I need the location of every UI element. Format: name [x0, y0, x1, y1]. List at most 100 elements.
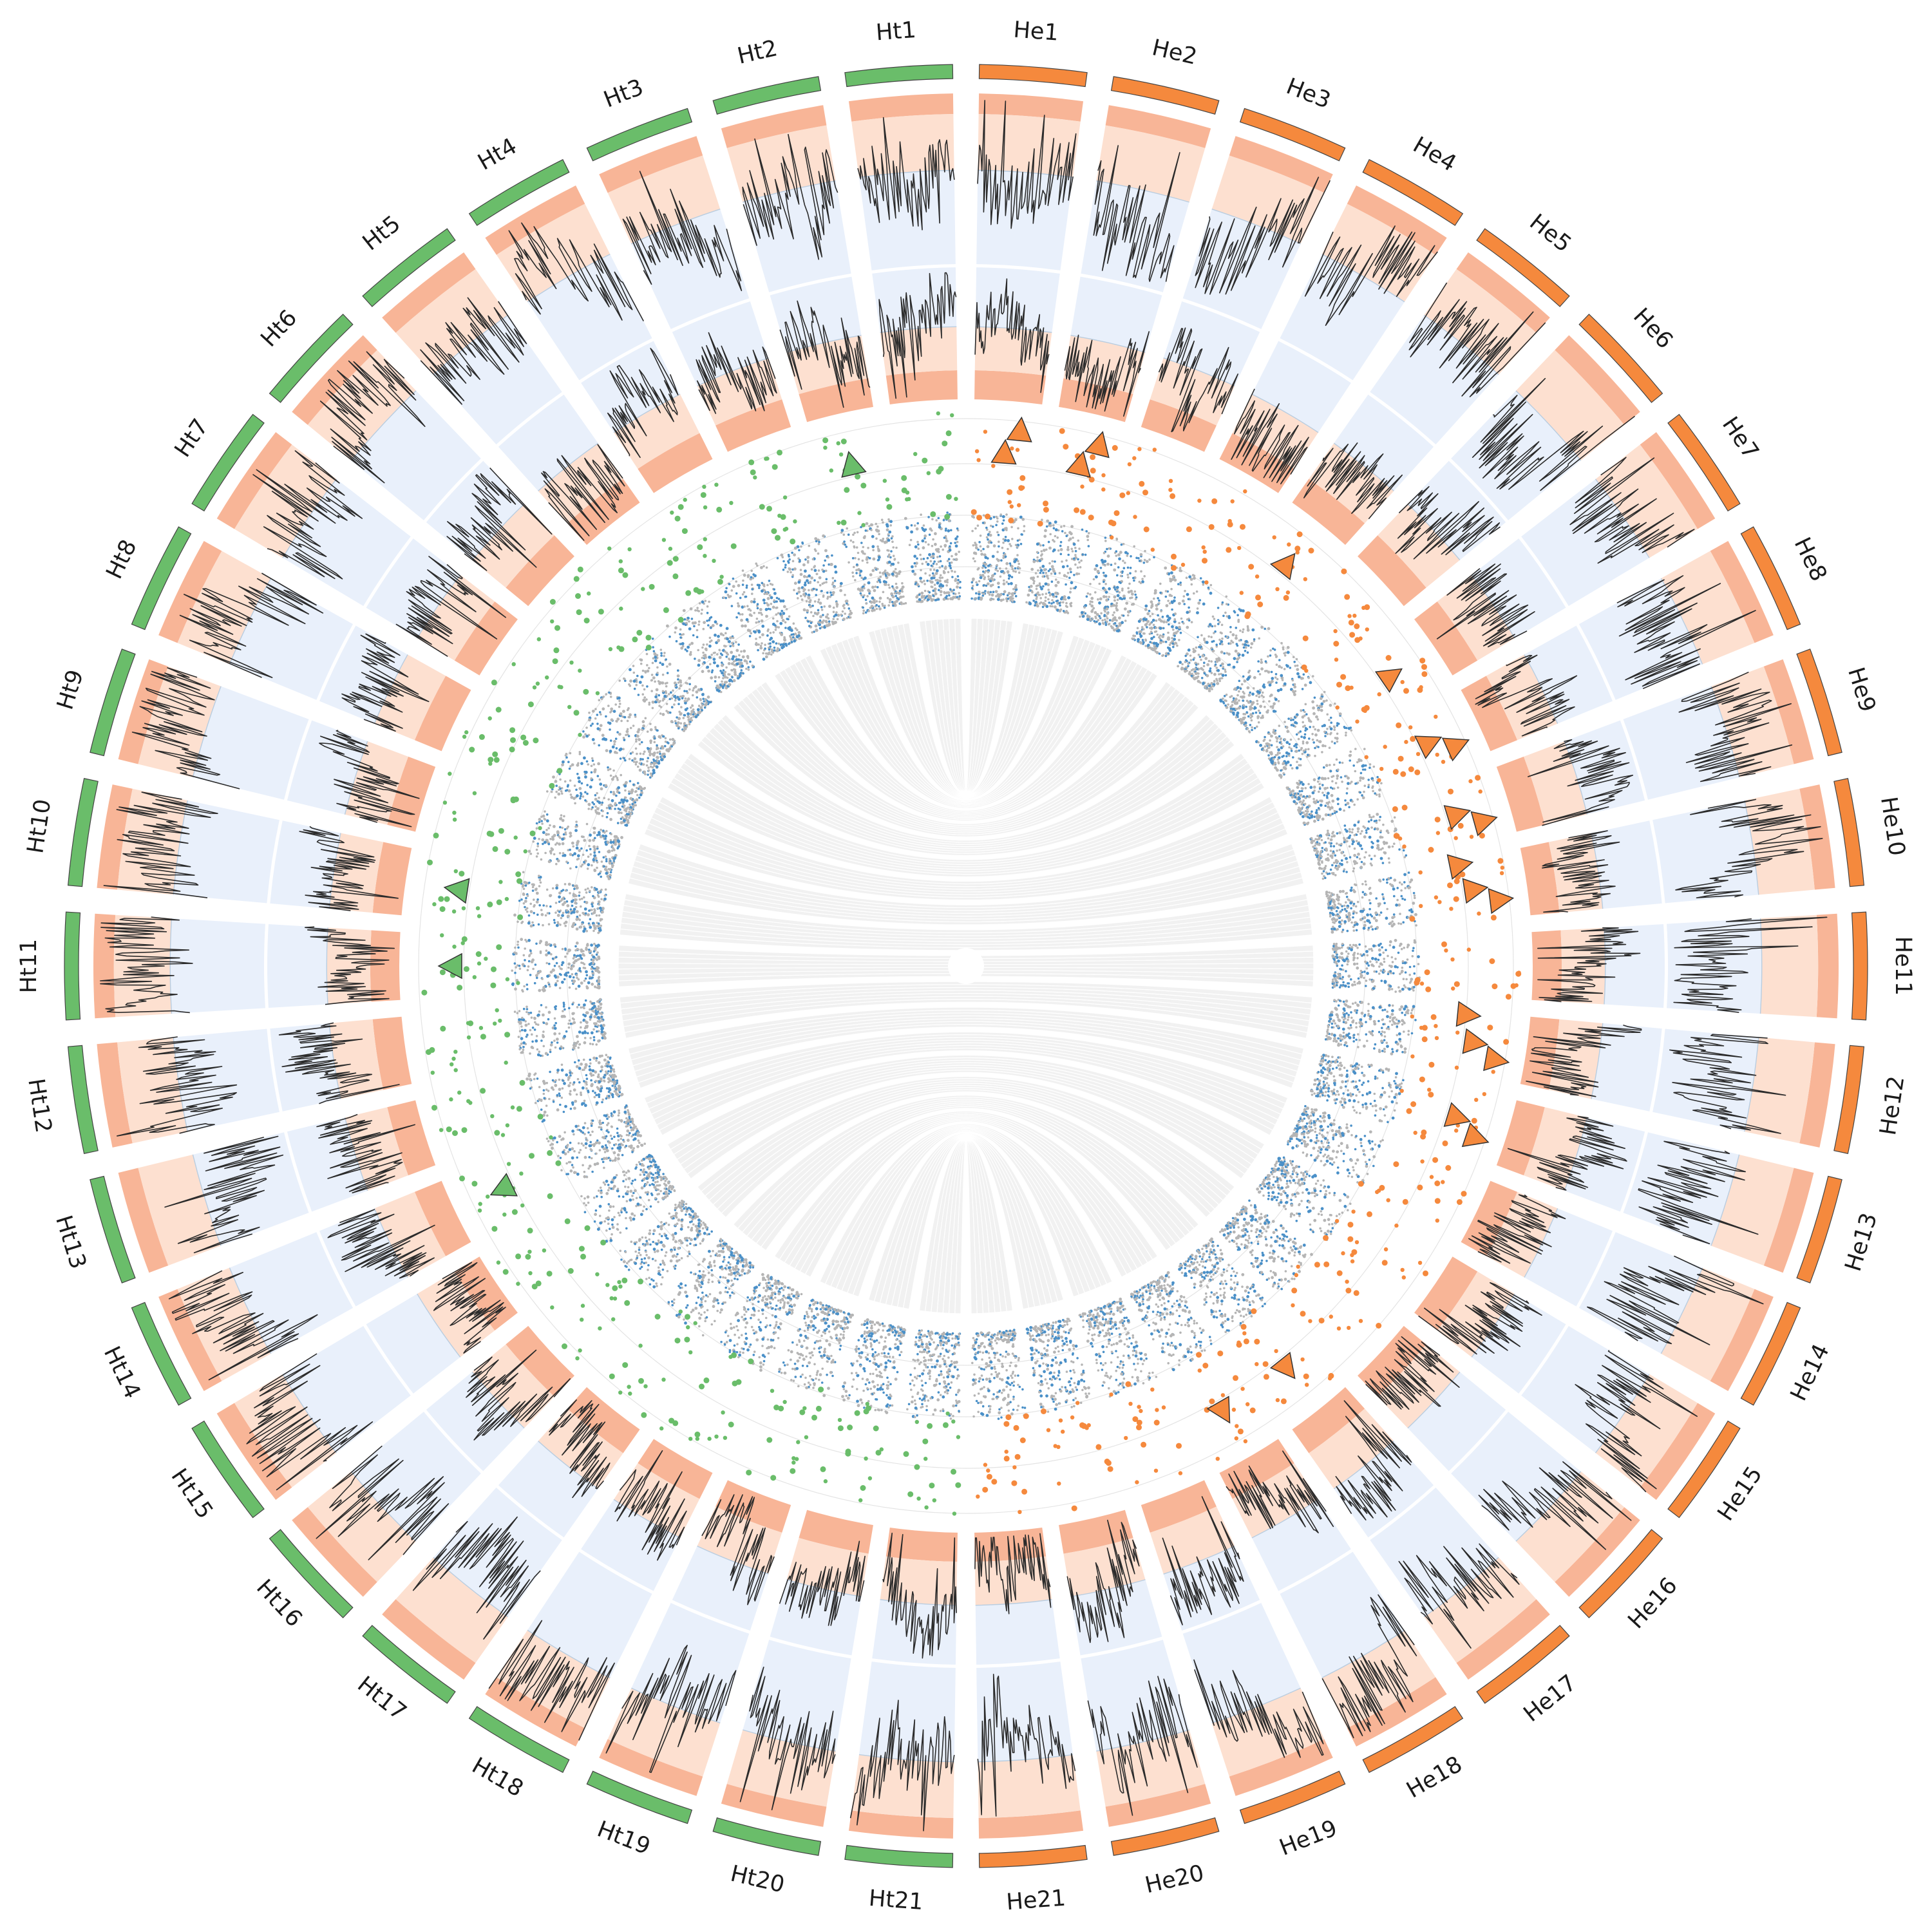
snp-point — [592, 1028, 595, 1031]
significant-snp-point — [510, 797, 516, 804]
snp-point — [633, 687, 636, 690]
snp-point — [627, 1170, 630, 1172]
significant-snp-point — [618, 559, 623, 564]
snp-point — [621, 805, 624, 808]
significant-snp-point — [661, 538, 667, 542]
snp-point — [706, 696, 710, 699]
track-band — [1595, 444, 1698, 558]
snp-point — [735, 580, 737, 583]
snp-point — [595, 953, 598, 956]
snp-point — [541, 838, 545, 842]
snp-point — [536, 1048, 539, 1051]
snp-point — [934, 572, 938, 575]
snp-point — [730, 605, 734, 607]
snp-point — [598, 903, 601, 906]
snp-point — [602, 1181, 605, 1184]
track-band — [283, 478, 411, 607]
snp-point — [639, 658, 641, 661]
coverage-line — [1195, 176, 1331, 295]
snp-point — [688, 1215, 691, 1218]
snp-point — [569, 752, 572, 755]
snp-point — [825, 624, 829, 627]
snp-point — [549, 852, 553, 855]
snp-point — [862, 612, 865, 615]
snp-point — [688, 652, 692, 656]
snp-point — [604, 784, 608, 788]
snp-point — [764, 652, 768, 655]
snp-point — [574, 905, 578, 909]
snp-point — [542, 831, 545, 835]
snp-point — [560, 1045, 563, 1048]
snp-point — [625, 799, 629, 802]
snp-point — [782, 605, 786, 609]
snp-point — [590, 1124, 593, 1127]
snp-point — [590, 764, 593, 768]
snp-point — [617, 1211, 620, 1215]
snp-point — [666, 672, 669, 674]
snp-point — [598, 976, 600, 978]
track-band — [848, 93, 954, 122]
snp-point — [926, 580, 929, 582]
significant-snp-point — [453, 1050, 458, 1054]
snp-point — [791, 574, 794, 576]
snp-point — [605, 1229, 608, 1232]
snp-point — [635, 738, 638, 741]
snp-point — [585, 1083, 588, 1086]
snp-point — [621, 816, 624, 819]
snp-point — [874, 567, 876, 569]
significant-snp-point — [555, 1160, 562, 1166]
snp-point — [603, 865, 605, 868]
snp-point — [623, 804, 626, 807]
snp-point — [532, 967, 535, 971]
snp-point — [853, 565, 855, 569]
snp-point — [882, 591, 885, 594]
snp-point — [631, 751, 634, 754]
snp-point — [650, 1193, 654, 1197]
snp-point — [614, 802, 617, 804]
snp-point — [577, 776, 581, 780]
snp-point — [610, 804, 612, 807]
snp-point — [938, 551, 940, 553]
snp-point — [954, 542, 956, 544]
track-band — [319, 625, 408, 724]
snp-point — [617, 811, 621, 815]
snp-point — [616, 1153, 620, 1157]
snp-point — [569, 848, 571, 851]
snp-point — [594, 957, 597, 960]
synteny-link — [643, 1031, 1289, 1104]
snp-point — [883, 540, 887, 544]
snp-point — [942, 548, 944, 551]
snp-point — [561, 1087, 564, 1090]
snp-point — [600, 924, 602, 927]
snp-point — [628, 792, 630, 795]
snp-point — [545, 949, 548, 952]
snp-point — [753, 612, 755, 614]
snp-point — [927, 516, 930, 518]
snp-point — [553, 1024, 556, 1027]
snp-point — [588, 718, 591, 722]
snp-point — [949, 567, 952, 569]
snp-point — [618, 1109, 620, 1112]
snp-point — [518, 1045, 521, 1047]
snp-point — [904, 601, 907, 605]
snp-point — [703, 706, 706, 709]
snp-point — [584, 1142, 588, 1146]
track-band — [351, 1412, 481, 1542]
snp-point — [799, 560, 801, 563]
snp-point — [889, 524, 892, 527]
snp-point — [857, 551, 860, 554]
snp-point — [807, 582, 810, 584]
snp-point — [822, 534, 825, 538]
snp-point — [526, 969, 529, 972]
snp-point — [808, 589, 810, 592]
significant-snp-point — [930, 511, 936, 517]
snp-point — [856, 531, 859, 534]
snp-point — [936, 547, 940, 551]
snp-point — [600, 828, 602, 831]
snp-point — [946, 578, 949, 582]
snp-point — [574, 949, 577, 952]
snp-point — [670, 697, 674, 700]
snp-point — [674, 695, 677, 697]
snp-point — [601, 1098, 604, 1101]
snp-point — [597, 922, 600, 925]
